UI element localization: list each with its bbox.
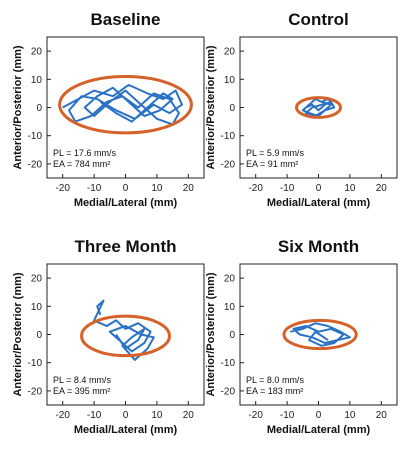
- chart-title: Control: [288, 10, 348, 29]
- x-tick-label: 10: [151, 410, 163, 421]
- cop-trace-line: [301, 98, 336, 117]
- x-tick-label: -10: [280, 183, 295, 194]
- x-tick-label: 10: [151, 183, 163, 194]
- stat-annotation: PL = 17.6 mm/s: [53, 148, 116, 158]
- x-tick-label: 0: [316, 410, 322, 421]
- x-tick-label: 20: [376, 410, 388, 421]
- chart-panel-3: Three Month -20 -10 0 10 20 20 10 0 -10 -20 Medial/…: [12, 237, 205, 436]
- x-tick-label: 20: [183, 410, 195, 421]
- x-axis-label: Medial/Lateral (mm): [74, 197, 178, 209]
- x-tick-label: 10: [344, 183, 356, 194]
- y-tick-label: -20: [28, 159, 43, 170]
- y-axis-label: Anterior/Posterior (mm): [205, 272, 217, 396]
- y-tick-label: -10: [28, 131, 43, 142]
- y-tick-label: 10: [31, 302, 43, 313]
- y-axis-label: Anterior/Posterior (mm): [12, 45, 24, 169]
- x-axis-label: Medial/Lateral (mm): [267, 424, 371, 436]
- x-tick-label: -20: [248, 183, 263, 194]
- x-axis-label: Medial/Lateral (mm): [267, 197, 371, 209]
- x-tick-label: 10: [344, 410, 356, 421]
- x-tick-label: -10: [87, 183, 102, 194]
- stat-annotation: PL = 5.9 mm/s: [246, 148, 304, 158]
- y-axis-label: Anterior/Posterior (mm): [12, 272, 24, 396]
- x-tick-label: -20: [55, 410, 70, 421]
- cop-trace-line: [289, 322, 351, 347]
- stat-annotation: EA = 784 mm²: [53, 159, 110, 169]
- y-tick-label: -20: [28, 386, 43, 397]
- y-tick-label: 0: [36, 103, 42, 114]
- chart-title: Three Month: [75, 237, 177, 256]
- y-tick-label: 0: [36, 330, 42, 341]
- confidence-ellipse: [282, 318, 358, 351]
- chart-title: Baseline: [91, 10, 161, 29]
- y-tick-label: 20: [224, 274, 236, 285]
- y-tick-label: 0: [229, 103, 235, 114]
- confidence-ellipse: [58, 74, 193, 135]
- y-axis-label: Anterior/Posterior (mm): [205, 45, 217, 169]
- stat-annotation: EA = 183 mm²: [246, 386, 303, 396]
- x-tick-label: 0: [123, 183, 129, 194]
- chart-panel-2: Control -20 -10 0 10 20 20 10 0 -10 -20 Medial/Late…: [205, 10, 398, 209]
- y-tick-label: 20: [31, 47, 43, 58]
- y-tick-label: -20: [221, 159, 236, 170]
- chart-panel-1: Baseline -20 -10 0 10 20 20 10 0 -10 -20 Medial/Lat…: [12, 10, 205, 209]
- chart-title: Six Month: [278, 237, 359, 256]
- x-tick-label: -10: [87, 410, 102, 421]
- x-tick-label: -10: [280, 410, 295, 421]
- x-tick-label: -20: [55, 183, 70, 194]
- y-tick-label: 10: [224, 75, 236, 86]
- confidence-ellipse: [80, 314, 171, 358]
- stat-annotation: EA = 395 mm²: [53, 386, 110, 396]
- stat-annotation: PL = 8.4 mm/s: [53, 375, 111, 385]
- chart-panel-4: Six Month -20 -10 0 10 20 20 10 0 -10 -20 Medial/La…: [205, 237, 398, 436]
- x-axis-label: Medial/Lateral (mm): [74, 424, 178, 436]
- y-tick-label: -10: [221, 358, 236, 369]
- x-tick-label: 20: [376, 183, 388, 194]
- confidence-ellipse: [295, 96, 342, 119]
- y-tick-label: -10: [28, 358, 43, 369]
- y-tick-label: 10: [31, 75, 43, 86]
- stat-annotation: EA = 91 mm²: [246, 159, 298, 169]
- x-tick-label: 20: [183, 183, 195, 194]
- y-tick-label: 0: [229, 330, 235, 341]
- y-tick-label: 20: [224, 47, 236, 58]
- y-tick-label: 20: [31, 274, 43, 285]
- y-tick-label: -10: [221, 131, 236, 142]
- x-tick-label: 0: [123, 410, 129, 421]
- cop-trace-line: [62, 83, 183, 126]
- y-tick-label: 10: [224, 302, 236, 313]
- cop-trace-line: [93, 299, 155, 361]
- y-tick-label: -20: [221, 386, 236, 397]
- stat-annotation: PL = 8.0 mm/s: [246, 375, 304, 385]
- x-tick-label: 0: [316, 183, 322, 194]
- x-tick-label: -20: [248, 410, 263, 421]
